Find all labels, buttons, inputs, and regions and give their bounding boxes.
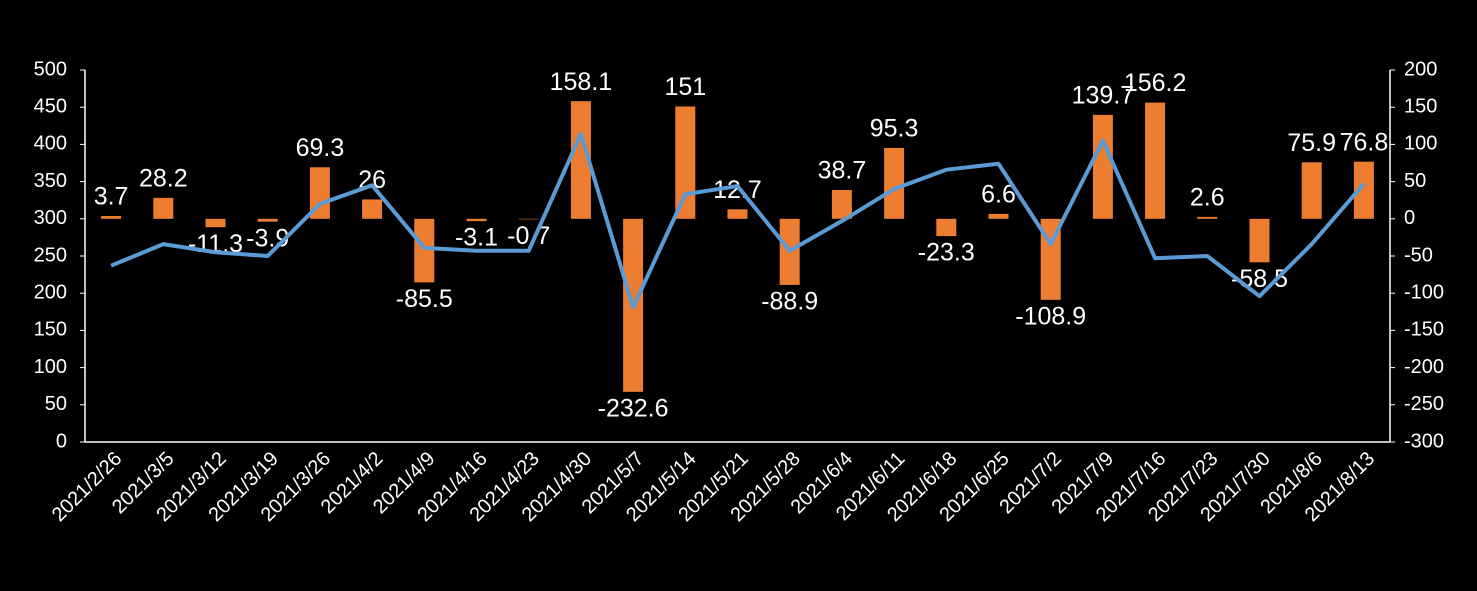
y-tick-label: 500 xyxy=(34,58,67,80)
x-tick-label: 2021/2/26 xyxy=(48,448,126,526)
y-tick-label: 50 xyxy=(45,393,67,415)
bar xyxy=(362,199,383,219)
bar xyxy=(988,213,1009,219)
bar xyxy=(101,216,122,219)
y-tick-label: 0 xyxy=(56,430,67,452)
bar-value-label: -88.9 xyxy=(761,288,818,316)
bar xyxy=(414,218,435,283)
y-tick-label: 200 xyxy=(34,281,67,303)
bar-value-label: 156.2 xyxy=(1124,69,1187,97)
bar xyxy=(884,147,905,219)
bar-value-label: 151 xyxy=(664,73,706,101)
y-tick-label: 450 xyxy=(34,95,67,117)
y2-tick-label: 200 xyxy=(1404,58,1437,80)
bar-value-label: -108.9 xyxy=(1015,302,1086,330)
bar-value-label: 2.6 xyxy=(1190,183,1225,211)
y2-tick-label: 0 xyxy=(1404,207,1415,229)
bar-value-label: 28.2 xyxy=(139,164,188,192)
bar xyxy=(1092,114,1113,219)
bar-value-label: -232.6 xyxy=(598,394,669,422)
bar xyxy=(1249,218,1270,263)
bar-value-label: -23.3 xyxy=(918,239,975,267)
bar-value-label: -3.9 xyxy=(246,224,289,252)
bar xyxy=(1301,162,1322,219)
bar-value-label: 3.7 xyxy=(94,183,129,211)
bar xyxy=(570,101,591,219)
y-tick-label: 100 xyxy=(34,356,67,378)
y-tick-label: 250 xyxy=(34,244,67,266)
bar-value-label: -3.1 xyxy=(455,224,498,252)
y-tick-label: 400 xyxy=(34,133,67,155)
bar-value-label: -85.5 xyxy=(396,285,453,313)
bar xyxy=(1353,161,1374,219)
bar xyxy=(153,197,174,219)
bar xyxy=(309,167,330,219)
bar xyxy=(257,218,278,222)
bar xyxy=(466,218,487,222)
bar xyxy=(727,209,748,219)
bar xyxy=(205,218,226,228)
y2-tick-label: 150 xyxy=(1404,95,1437,117)
y-tick-label: 150 xyxy=(34,319,67,341)
bar xyxy=(675,106,696,219)
bar-value-label: 75.9 xyxy=(1287,129,1336,157)
y-tick-label: 350 xyxy=(34,170,67,192)
bar xyxy=(831,190,852,219)
y2-tick-label: -150 xyxy=(1404,319,1444,341)
y2-tick-label: -100 xyxy=(1404,281,1444,303)
y2-tick-label: -300 xyxy=(1404,430,1444,452)
bar xyxy=(1197,216,1218,219)
line xyxy=(110,131,1366,310)
bar xyxy=(1145,102,1166,219)
bar-value-label: 76.8 xyxy=(1340,128,1389,156)
y2-tick-label: 100 xyxy=(1404,133,1437,155)
bar-value-label: 69.3 xyxy=(296,134,345,162)
bar-value-label: 158.1 xyxy=(550,68,613,96)
y2-tick-label: -250 xyxy=(1404,393,1444,415)
bar-value-label: 95.3 xyxy=(870,115,919,143)
bar-value-label: -0.7 xyxy=(507,222,550,250)
y-tick-label: 300 xyxy=(34,207,67,229)
y2-tick-label: -200 xyxy=(1404,356,1444,378)
y2-tick-label: -50 xyxy=(1404,244,1433,266)
bar-value-label: 139.7 xyxy=(1072,81,1135,109)
bar xyxy=(518,218,539,220)
bar-value-label: 38.7 xyxy=(818,157,867,185)
bar xyxy=(936,218,957,237)
y2-tick-label: 50 xyxy=(1404,170,1426,192)
